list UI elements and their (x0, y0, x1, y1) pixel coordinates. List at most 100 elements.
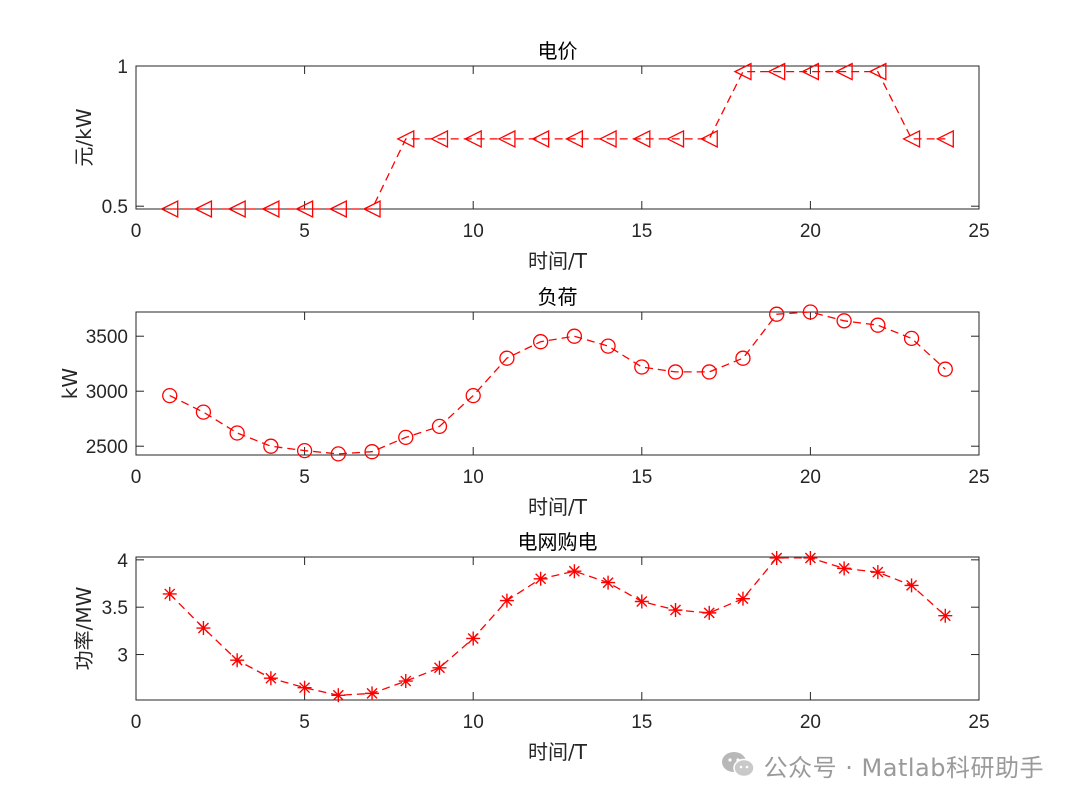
y-tick-label: 1 (117, 57, 128, 78)
series-line (169, 557, 946, 696)
data-point (331, 688, 346, 703)
data-point (769, 306, 785, 322)
data-point (430, 129, 449, 148)
data-point (564, 129, 584, 148)
x-axis-label: 时间/T (528, 495, 588, 519)
series-line (169, 311, 946, 455)
data-point (566, 328, 583, 344)
data-point (296, 442, 313, 459)
data-point (497, 129, 516, 148)
data-point (162, 586, 177, 601)
x-tick-label: 15 (631, 467, 652, 488)
data-point (767, 62, 786, 81)
data-point (162, 387, 178, 404)
x-tick-label: 0 (131, 221, 142, 242)
data-point (634, 359, 650, 375)
data-point (935, 129, 954, 148)
y-tick-label: 3 (117, 646, 128, 667)
data-point (398, 429, 414, 446)
x-tick-label: 20 (800, 467, 821, 488)
watermark: 公众号 · Matlab科研助手 (720, 748, 1044, 782)
data-point (466, 631, 481, 646)
y-axis-label: kW (58, 368, 82, 400)
y-tick-label: 3500 (86, 327, 128, 348)
data-point (297, 680, 312, 695)
axes-box (135, 311, 980, 456)
data-point (365, 686, 380, 701)
data-point (667, 364, 684, 380)
data-point (328, 199, 347, 219)
y-tick-label: 4 (117, 551, 128, 572)
data-point (800, 62, 820, 81)
data-point (227, 199, 246, 219)
data-point (532, 334, 549, 350)
data-point (230, 653, 245, 668)
data-point (261, 199, 280, 219)
data-point (465, 387, 481, 404)
x-tick-label: 25 (968, 712, 989, 733)
data-point (160, 199, 179, 219)
series-line (169, 70, 946, 210)
data-point (634, 594, 649, 609)
axes-box (135, 65, 980, 210)
data-point (598, 129, 617, 148)
y-tick-label: 2500 (86, 437, 128, 458)
data-point (432, 660, 447, 675)
data-point (870, 565, 885, 580)
data-point (803, 550, 818, 565)
x-tick-label: 0 (131, 467, 142, 488)
data-point (601, 575, 616, 590)
data-point (362, 199, 381, 219)
x-tick-label: 20 (800, 221, 821, 242)
data-point (195, 404, 212, 420)
data-point (903, 330, 920, 347)
data-point (802, 304, 819, 320)
data-point (938, 608, 953, 623)
y-axis-label: 功率/MW (72, 586, 96, 670)
wechat-icon (721, 752, 755, 778)
x-tick-label: 5 (299, 712, 310, 733)
data-point (902, 129, 921, 148)
axes-box (135, 556, 980, 701)
data-point (769, 550, 784, 565)
data-point (837, 561, 852, 576)
x-tick-label: 25 (968, 467, 989, 488)
data-point (937, 361, 953, 377)
data-point (567, 564, 582, 579)
data-point (834, 62, 853, 81)
y-axis-label: 元/kW (72, 108, 96, 166)
x-tick-label: 20 (800, 712, 821, 733)
x-tick-label: 10 (463, 221, 484, 242)
data-point (295, 199, 314, 219)
data-point (702, 605, 717, 620)
x-tick-label: 10 (463, 467, 484, 488)
data-point (499, 593, 514, 608)
data-point (196, 621, 211, 636)
data-point (668, 603, 683, 618)
data-point (533, 571, 548, 586)
y-tick-label: 3000 (86, 382, 128, 403)
chart-title: 负荷 (538, 285, 578, 309)
y-tick-label: 0.5 (102, 197, 128, 218)
chart-title: 电网购电 (518, 530, 598, 554)
data-point (330, 446, 346, 462)
data-point (263, 438, 279, 454)
data-point (364, 444, 380, 460)
x-tick-label: 25 (968, 221, 989, 242)
data-point (699, 129, 718, 148)
data-point (431, 418, 448, 435)
data-point (870, 317, 886, 333)
data-point (701, 364, 717, 380)
data-point (396, 129, 415, 148)
x-tick-label: 0 (131, 712, 142, 733)
data-point (735, 350, 751, 366)
x-axis-label: 时间/T (528, 740, 588, 764)
x-tick-label: 15 (631, 712, 652, 733)
data-point (398, 674, 413, 689)
data-point (193, 199, 213, 219)
data-point (229, 425, 245, 441)
